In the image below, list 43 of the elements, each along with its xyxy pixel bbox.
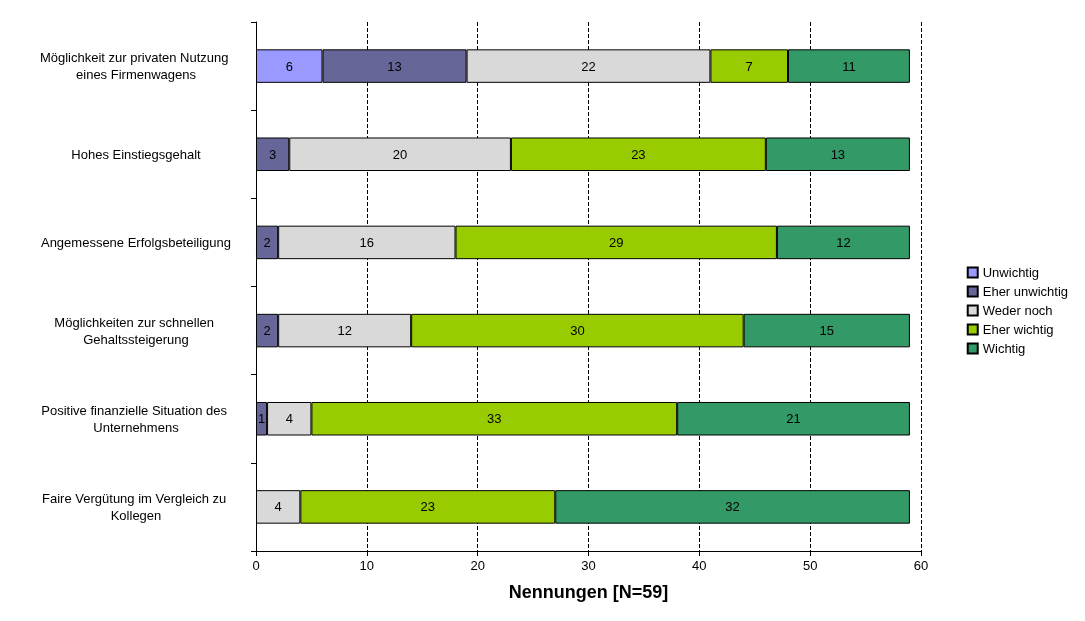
x-tick-label: 10 [359,558,375,573]
y-tick-label: Positive finanzielle Situation des Unternehmens [41,402,231,435]
data-label: 13 [830,146,846,162]
legend-label: Eher unwichtig [982,284,1069,299]
data-label: 3 [269,146,277,162]
data-label: 12 [337,323,352,339]
data-label: 20 [392,146,408,162]
data-label: 4 [274,499,282,515]
legend-label: Weder noch [982,303,1053,318]
data-label: 6 [285,58,293,74]
legend-label: Unwichtig [982,265,1040,280]
data-label: 4 [285,411,293,427]
data-label: 21 [786,411,801,427]
data-label: 7 [745,58,753,74]
data-label: 1 [257,411,266,427]
data-label: 29 [608,234,624,250]
data-label: 2 [263,234,271,250]
data-label: 2 [263,323,271,339]
data-label: 13 [387,58,402,74]
x-tick-label: 20 [470,558,485,573]
x-axis-title: Nennungen [N=59] [508,582,669,602]
data-label: 30 [570,323,585,339]
data-label: 23 [631,146,646,162]
x-tick-label: 30 [581,558,596,573]
data-label: 33 [487,411,502,427]
data-label: 16 [359,234,375,250]
x-tick-label: 40 [692,558,707,573]
y-tick-label: Faire Vergütung im Vergleich zu Kollegen [42,490,230,523]
y-tick-label: Möglichkeiten zur schnellen Gehaltssteigerung [54,314,218,347]
x-tick-label: 50 [802,558,818,573]
legend-label: Wichtig [982,341,1026,356]
x-tick-label: 60 [913,558,929,573]
x-tick-label: 0 [252,558,260,573]
data-label: 22 [581,58,596,74]
y-tick-label: Angemessene Erfolgsbeteiligung [40,234,232,250]
y-tick-label: Möglichkeit zur privaten Nutzung eines Firmenwagens [39,50,233,83]
data-label: 32 [725,499,740,515]
data-label: 11 [842,58,856,74]
data-label: 15 [819,323,835,339]
data-label: 23 [420,499,436,515]
legend-label: Eher wichtig [982,322,1054,337]
y-tick-label: Hohes Einstiegsgehalt [71,146,202,162]
data-label: 12 [836,234,851,250]
